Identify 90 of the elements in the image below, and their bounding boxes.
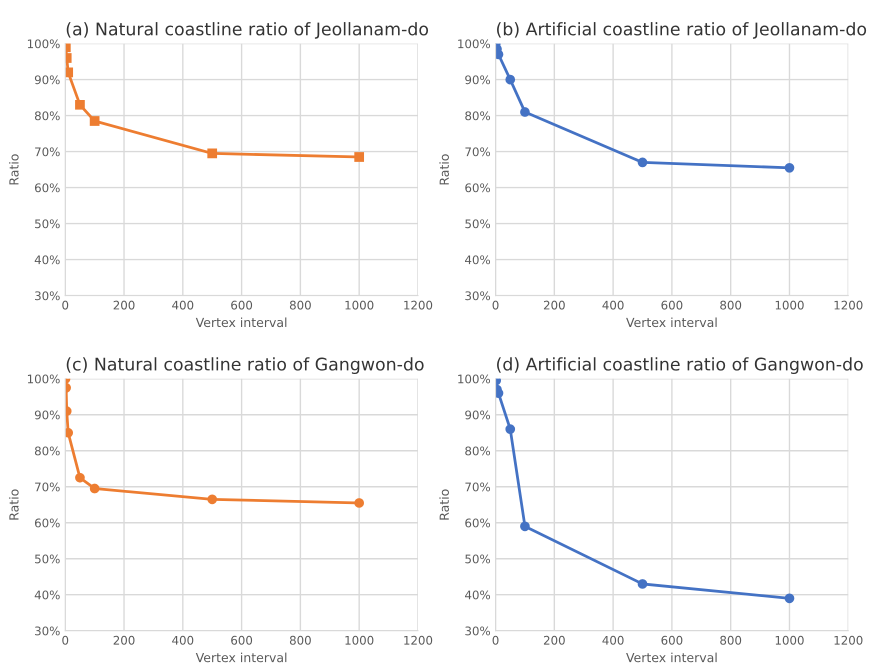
point [65,68,74,78]
x-tick-label: 200 [544,636,565,645]
point [90,116,100,126]
y-tick-label: 40% [34,590,60,600]
x-tick-label: 800 [290,300,311,310]
x-tick-label: 400 [602,300,624,310]
x-tick-label: 600 [661,636,682,645]
point [638,158,648,168]
y-tick-label: 100% [458,39,490,48]
point [784,593,794,604]
x-axis-title: Vertex interval [196,652,286,662]
x-axis-title: Vertex interval [626,652,717,662]
y-tick-label: 50% [35,219,60,228]
y-tick-label: 70% [35,147,60,156]
x-tick-label: 1000 [776,636,804,645]
x-axis-title: Vertex interval [626,317,717,328]
y-tick-label: 30% [465,291,490,300]
x-tick-label: 0 [492,300,499,310]
x-tick-label: 800 [720,300,742,310]
point [75,100,85,110]
y-tick-label: 30% [35,626,60,636]
y-tick-label: 50% [465,219,490,228]
y-tick-label: 90% [34,75,60,84]
point [75,472,85,483]
y-tick-label: 40% [465,255,490,264]
point [520,107,530,117]
x-tick-label: 200 [114,300,135,310]
chart-title: (d) Artificial coastline ratio of Gangwon-do [497,357,863,374]
y-tick-label: 70% [465,482,490,492]
chart-title: (b) Artificial coastline ratio of Jeollanam-do [497,22,866,39]
point [784,162,794,173]
point [505,424,516,434]
y-tick-label: 80% [34,446,60,456]
point [90,484,100,494]
x-tick-label: 0 [62,300,68,310]
x-tick-label: 800 [290,636,311,645]
point [354,152,364,162]
x-tick-label: 1200 [834,636,862,645]
point [520,521,530,532]
x-tick-label: 0 [492,636,499,645]
y-tick-label: 60% [465,183,490,192]
x-tick-label: 1000 [345,636,374,645]
y-tick-label: 60% [465,518,490,528]
point [354,498,364,508]
x-tick-label: 200 [114,636,135,645]
x-axis-title: Vertex interval [196,317,286,328]
x-tick-label: 400 [602,636,624,645]
point [505,74,516,84]
y-tick-label: 80% [34,111,60,120]
x-tick-label: 0 [62,636,68,645]
x-tick-label: 400 [172,300,194,310]
y-tick-label: 70% [465,147,490,156]
y-tick-label: 60% [34,518,60,528]
point [638,579,648,589]
y-tick-label: 40% [34,255,60,264]
y-tick-label: 60% [34,183,60,192]
x-tick-label: 1200 [404,636,432,645]
y-tick-label: 80% [465,111,490,120]
y-tick-label: 80% [465,446,490,456]
x-tick-label: 1200 [834,300,862,310]
y-tick-label: 30% [35,291,60,300]
y-axis-title: Ratio [439,489,449,520]
y-tick-label: 50% [465,554,490,564]
x-tick-label: 400 [172,636,194,645]
y-axis-title: Ratio [439,154,449,184]
y-tick-label: 30% [465,626,490,636]
y-tick-label: 90% [34,410,60,420]
x-tick-label: 1000 [345,300,374,310]
x-tick-label: 600 [231,636,252,645]
y-tick-label: 90% [465,75,490,84]
x-tick-label: 800 [720,636,742,645]
y-tick-label: 100% [28,374,60,384]
y-tick-label: 100% [28,39,60,48]
y-tick-label: 100% [458,374,490,384]
chart-title: (a) Natural coastline ratio of Jeollanam-do [66,22,428,39]
y-tick-label: 40% [465,590,490,600]
point [207,148,218,158]
y-tick-label: 90% [465,410,490,420]
y-axis-title: Ratio [8,489,19,520]
y-tick-label: 50% [35,554,60,564]
point [65,428,74,438]
x-tick-label: 600 [231,300,252,310]
x-tick-label: 200 [544,300,565,310]
y-tick-label: 70% [35,482,60,492]
chart-title: (c) Natural coastline ratio of Gangwon-do [66,357,424,374]
x-tick-label: 600 [661,300,682,310]
x-tick-label: 1000 [776,300,804,310]
point [207,494,218,504]
x-tick-label: 1200 [404,300,432,310]
y-axis-title: Ratio [8,154,19,184]
